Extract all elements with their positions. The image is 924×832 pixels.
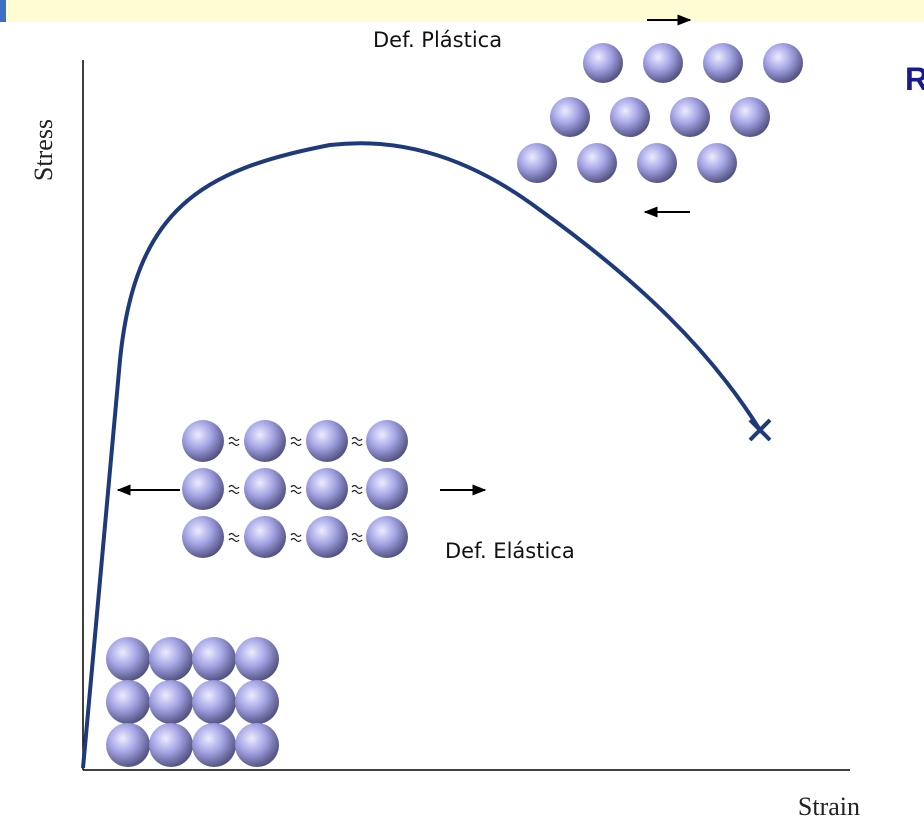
atom [106, 723, 150, 767]
atom [306, 516, 348, 558]
atom [235, 637, 279, 681]
atom [149, 637, 193, 681]
atom [306, 420, 348, 462]
bond [228, 532, 240, 543]
x-axis-label: Strain [798, 792, 860, 821]
atom [610, 97, 650, 137]
bond [290, 436, 302, 447]
atom [149, 723, 193, 767]
atom [697, 143, 737, 183]
atom [703, 43, 743, 83]
atom [637, 143, 677, 183]
atom [106, 680, 150, 724]
atom [306, 468, 348, 510]
plastic-label: Def. Plástica [373, 28, 502, 52]
bond [290, 484, 302, 495]
atom [235, 680, 279, 724]
atom [550, 97, 590, 137]
elastic-label: Def. Elástica [445, 539, 575, 563]
atom [106, 637, 150, 681]
bond [228, 436, 240, 447]
atom [643, 43, 683, 83]
atom [763, 43, 803, 83]
atom [244, 420, 286, 462]
atom [577, 143, 617, 183]
atom [583, 43, 623, 83]
atom [244, 516, 286, 558]
top-band-accent [0, 0, 6, 22]
bond [290, 532, 302, 543]
y-axis-label: Stress [29, 119, 58, 181]
fracture-mark [748, 418, 772, 442]
atom [149, 680, 193, 724]
stress-strain-curve [81, 141, 762, 769]
atom [182, 420, 224, 462]
atom [517, 143, 557, 183]
atom [192, 723, 236, 767]
bond [228, 484, 240, 495]
top-band [0, 0, 924, 22]
atom [244, 468, 286, 510]
atom [670, 97, 710, 137]
atom [366, 516, 408, 558]
bond [351, 484, 363, 495]
bond [351, 532, 363, 543]
atom [730, 97, 770, 137]
atom [235, 723, 279, 767]
atom [366, 420, 408, 462]
atom [192, 680, 236, 724]
bond [351, 436, 363, 447]
side-heading: R [905, 61, 924, 97]
atom [182, 468, 224, 510]
atom [192, 637, 236, 681]
atom-illustrations [106, 43, 803, 767]
atom [366, 468, 408, 510]
atom [182, 516, 224, 558]
